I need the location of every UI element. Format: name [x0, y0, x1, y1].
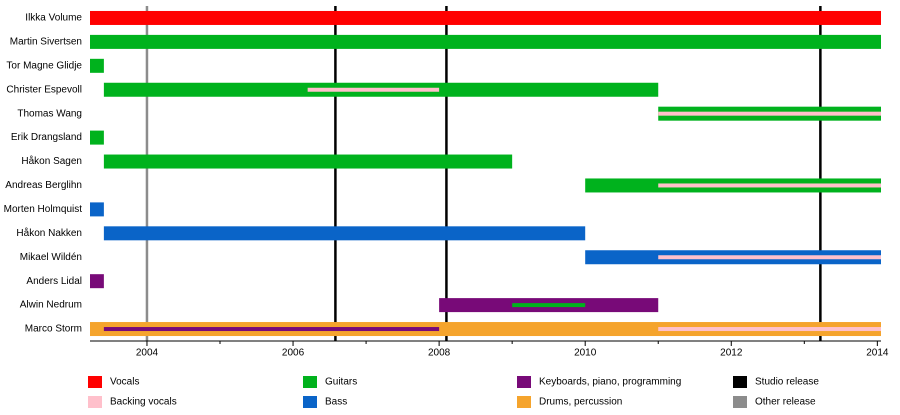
- role-bar: [90, 34, 881, 49]
- legend-label: Vocals: [110, 377, 139, 388]
- member-label: Håkon Sagen: [21, 155, 82, 167]
- member-label: Håkon Nakken: [16, 227, 82, 239]
- legend-label: Other release: [755, 397, 816, 408]
- role-bar: [90, 58, 104, 73]
- legend-label: Guitars: [325, 377, 357, 388]
- role-line: [658, 183, 881, 188]
- member-label: Christer Espevoll: [6, 84, 82, 95]
- member-label: Tor Magne Glidje: [6, 60, 82, 71]
- role-line: [307, 87, 440, 92]
- legend-swatch: [88, 396, 102, 408]
- member-label: Morten Holmquist: [4, 204, 83, 215]
- legend-swatch: [517, 376, 531, 388]
- legend-swatch: [88, 376, 102, 388]
- member-label: Thomas Wang: [17, 108, 82, 119]
- legend-label: Backing vocals: [110, 397, 177, 408]
- member-label: Martin Sivertsen: [10, 37, 82, 48]
- role-bar: [90, 322, 881, 337]
- x-tick-label: 2012: [720, 348, 743, 359]
- role-line: [658, 255, 881, 260]
- legend-swatch: [303, 376, 317, 388]
- member-label: Mikael Wildén: [20, 252, 82, 263]
- role-line: [103, 327, 440, 332]
- member-label: Alwin Nedrum: [20, 300, 82, 311]
- role-bar: [90, 202, 104, 217]
- role-line: [512, 303, 586, 308]
- x-tick-label: 2006: [282, 348, 305, 359]
- legend-swatch: [733, 376, 747, 388]
- x-tick-label: 2014: [866, 348, 889, 359]
- legend-label: Keyboards, piano, programming: [539, 377, 681, 388]
- member-label: Erik Drangsland: [11, 132, 82, 143]
- role-bar: [103, 154, 513, 169]
- member-label: Ilkka Volume: [25, 13, 82, 24]
- legend-swatch: [517, 396, 531, 408]
- legend-swatch: [303, 396, 317, 408]
- legend-label: Studio release: [755, 377, 819, 388]
- role-line: [658, 327, 881, 332]
- member-label: Marco Storm: [25, 324, 82, 335]
- member-label: Anders Lidal: [26, 276, 82, 287]
- role-line: [658, 111, 881, 116]
- role-bar: [90, 274, 104, 289]
- role-bar: [90, 10, 881, 25]
- role-bar: [103, 226, 586, 241]
- x-tick-label: 2010: [574, 348, 597, 359]
- x-tick-label: 2004: [136, 348, 159, 359]
- legend-label: Bass: [325, 397, 347, 408]
- member-label: Andreas Berglihn: [5, 180, 82, 191]
- x-tick-label: 2008: [428, 348, 451, 359]
- legend-swatch: [733, 396, 747, 408]
- role-bar: [90, 130, 104, 145]
- legend-label: Drums, percussion: [539, 397, 622, 408]
